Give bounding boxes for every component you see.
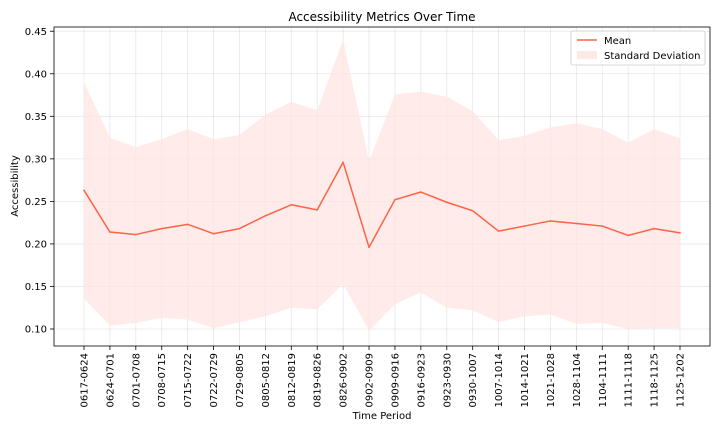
y-tick-label: 0.15	[25, 282, 47, 293]
x-tick-label: 0902-0909	[365, 353, 376, 408]
mean-point	[135, 233, 137, 236]
x-tick-label: 1028-1104	[572, 353, 583, 408]
mean-point	[523, 225, 526, 227]
mean-line	[83, 161, 681, 249]
x-tick-label: 0708-0715	[157, 353, 168, 408]
mean-point	[627, 234, 629, 237]
x-tick-label: 0916-0923	[416, 353, 427, 408]
x-tick-label: 0729-0805	[235, 353, 246, 408]
x-tick-label: 0617-0624	[80, 353, 91, 408]
y-tick-label: 0.20	[25, 239, 47, 250]
mean-point	[238, 227, 241, 230]
x-axis-ticks: 0617-0624 0624-0701 0701-0708 0708-0715 0715…	[80, 346, 687, 408]
x-tick-label: 0812-0819	[287, 353, 298, 408]
x-axis-title: Time Period	[352, 411, 412, 422]
x-tick-label: 0923-0930	[442, 353, 453, 408]
mean-point	[549, 220, 552, 222]
x-tick-label: 1104-1111	[598, 353, 609, 408]
y-tick-label: 0.25	[25, 197, 47, 208]
mean-point	[212, 232, 215, 235]
mean-point	[290, 203, 293, 206]
y-tick-label: 0.30	[25, 154, 47, 165]
x-tick-label: 1125-1202	[676, 353, 687, 408]
legend-std-label: Standard Deviation	[604, 51, 701, 62]
legend-std-swatch	[577, 51, 597, 59]
mean-point	[109, 231, 111, 233]
mean-point	[342, 161, 344, 164]
x-tick-label: 1007-1014	[494, 353, 505, 408]
x-tick-label: 1021-1028	[546, 353, 557, 408]
std-band-layer	[84, 39, 680, 331]
x-tick-label: 0826-0902	[339, 353, 350, 408]
x-tick-label: 0701-0708	[131, 353, 142, 408]
chart-title: Accessibility Metrics Over Time	[288, 10, 475, 24]
mean-point	[368, 246, 370, 249]
mean-point	[420, 191, 422, 193]
mean-point	[160, 227, 163, 230]
mean-point	[394, 198, 396, 201]
mean-point	[601, 225, 604, 227]
mean-point	[497, 230, 500, 232]
x-tick-label: 1118-1125	[650, 353, 661, 408]
legend-box	[570, 30, 706, 66]
mean-line-layer	[83, 161, 681, 249]
std-deviation-band	[84, 39, 680, 331]
mean-point	[445, 201, 448, 204]
y-axis-title: Accessibility	[10, 155, 21, 217]
x-tick-label: 1111-1118	[624, 353, 635, 408]
x-tick-label: 0909-0916	[390, 353, 401, 408]
mean-point	[83, 189, 85, 192]
mean-point	[316, 209, 319, 211]
legend-mean-label: Mean	[604, 36, 631, 47]
mean-point	[186, 223, 189, 226]
y-tick-label: 0.35	[25, 112, 47, 123]
y-axis-ticks: 0.10 0.15 0.20 0.25 0.30 0.35 0.40 0.45	[25, 27, 54, 335]
plot-frame	[53, 26, 711, 347]
mean-point	[575, 222, 578, 225]
x-tick-label: 0715-0722	[183, 353, 194, 408]
mean-point	[679, 232, 681, 234]
x-tick-label: 0624-0701	[105, 353, 116, 408]
y-tick-label: 0.40	[25, 69, 47, 80]
mean-point	[471, 209, 474, 212]
x-tick-label: 0805-0812	[261, 353, 272, 408]
x-tick-label: 0819-0826	[313, 353, 324, 408]
mean-point	[653, 227, 655, 230]
x-tick-label: 1014-1021	[520, 353, 531, 408]
legend: Mean Standard Deviation	[570, 30, 706, 66]
x-tick-label: 0930-1007	[468, 353, 479, 408]
y-tick-label: 0.10	[25, 324, 47, 335]
mean-point	[264, 215, 267, 217]
x-tick-label: 0722-0729	[209, 353, 220, 408]
y-tick-label: 0.45	[25, 27, 47, 38]
